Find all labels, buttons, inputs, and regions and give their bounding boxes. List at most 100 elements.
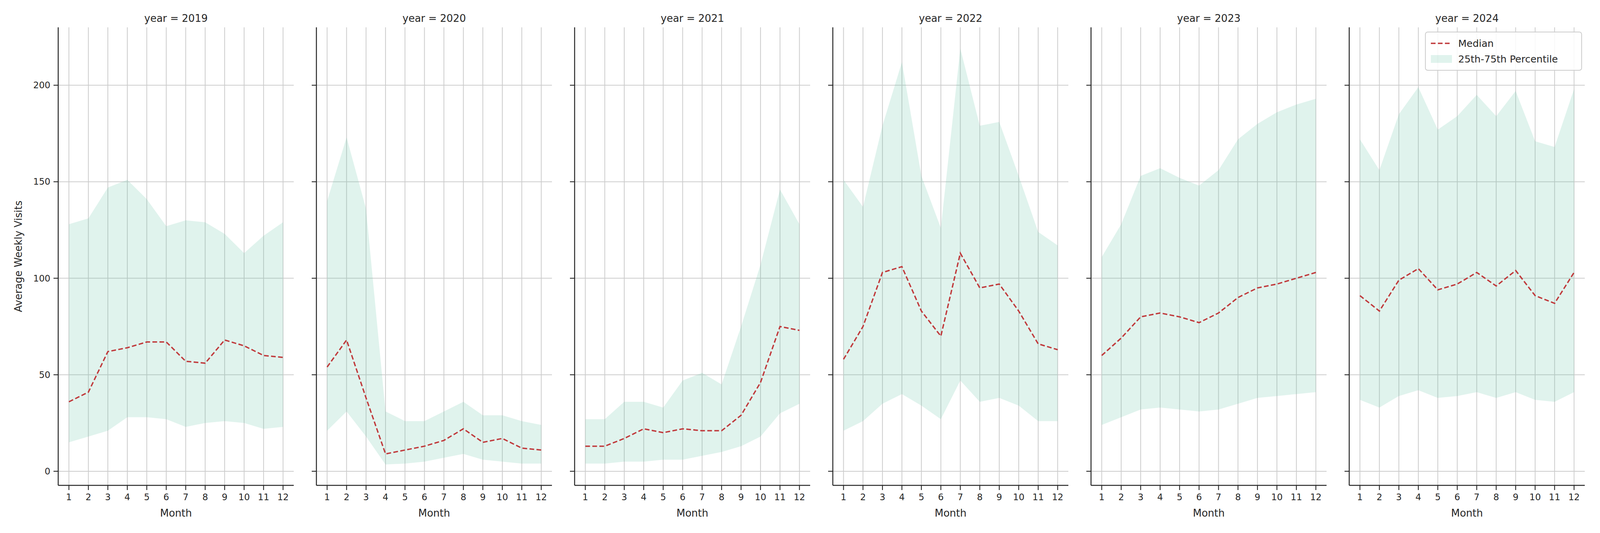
x-tick-label: 5 (1434, 492, 1441, 503)
x-tick-label: 12 (535, 492, 547, 503)
x-tick-label: 6 (1454, 492, 1461, 503)
x-tick-label: 5 (143, 492, 150, 503)
x-tick (1378, 485, 1380, 491)
x-tick (921, 485, 922, 491)
x-tick (146, 485, 148, 491)
median-line (68, 340, 283, 402)
percentile-band (1359, 87, 1574, 408)
x-tick-label: 8 (460, 492, 467, 503)
x-tick (1018, 485, 1020, 491)
panel-title: year = 2024 (1435, 12, 1499, 25)
y-tick (311, 471, 317, 472)
x-tick (779, 485, 781, 491)
x-tick (185, 485, 186, 491)
y-tick (53, 278, 59, 279)
x-tick (385, 485, 386, 491)
x-tick (1257, 485, 1258, 491)
legend-label: 25th-75th Percentile (1458, 53, 1558, 65)
median-line (843, 253, 1058, 360)
x-tick (1534, 485, 1536, 491)
x-tick (1237, 485, 1239, 491)
y-tick (1344, 181, 1350, 183)
panel: 123456789101112year = 2022Month (828, 12, 1069, 520)
grid-line (1091, 84, 1327, 86)
x-tick-label: 7 (441, 492, 447, 503)
x-tick (901, 485, 903, 491)
x-tick-label: 4 (641, 492, 647, 503)
x-tick (1179, 485, 1181, 491)
x-tick-label: 10 (238, 492, 250, 503)
x-tick-label: 12 (1310, 492, 1322, 503)
x-tick-label: 9 (221, 492, 228, 503)
x-axis-line (574, 485, 811, 487)
x-tick-label: 7 (957, 492, 964, 503)
x-tick-label: 2 (1118, 492, 1125, 503)
x-axis-label: Month (1451, 507, 1484, 520)
x-tick (68, 485, 70, 491)
x-tick (107, 485, 109, 491)
y-tick (569, 471, 575, 472)
x-tick (1495, 485, 1497, 491)
x-tick (423, 485, 425, 491)
x-tick-label: 3 (1396, 492, 1402, 503)
x-tick-label: 11 (1548, 492, 1561, 503)
panel-title: year = 2019 (144, 12, 208, 25)
x-tick-label: 6 (163, 492, 170, 503)
x-tick-label: 8 (1493, 492, 1500, 503)
y-tick (569, 374, 575, 376)
x-tick (701, 485, 703, 491)
x-tick (584, 485, 586, 491)
legend-swatch (1430, 42, 1452, 45)
y-tick (311, 374, 317, 376)
panel-title: year = 2023 (1176, 12, 1241, 25)
x-tick (998, 485, 1000, 491)
grid-line (1349, 84, 1585, 86)
x-tick (1140, 485, 1142, 491)
x-tick (1217, 485, 1219, 491)
x-tick (882, 485, 883, 491)
x-tick (604, 485, 606, 491)
y-tick (828, 471, 833, 472)
x-tick (1573, 485, 1575, 491)
x-tick (1417, 485, 1419, 491)
y-tick (1086, 278, 1092, 279)
x-tick-label: 11 (1290, 492, 1302, 503)
grid-line (1091, 471, 1327, 472)
x-tick-label: 7 (1473, 492, 1480, 503)
x-tick (1037, 485, 1039, 491)
percentile-band (68, 180, 283, 443)
x-tick-label: 3 (1137, 492, 1144, 503)
x-axis-label: Month (1192, 507, 1225, 520)
x-tick-label: 2 (1376, 492, 1383, 503)
x-tick-label: 1 (324, 492, 331, 503)
x-axis-label: Month (934, 507, 967, 520)
y-tick (53, 181, 59, 183)
x-tick-label: 2 (601, 492, 608, 503)
x-tick (1515, 485, 1517, 491)
x-tick (1456, 485, 1458, 491)
y-tick (1344, 374, 1350, 376)
x-tick (87, 485, 89, 491)
x-tick (662, 485, 664, 491)
x-axis-line (832, 485, 1069, 487)
x-tick-label: 4 (124, 492, 131, 503)
panel: 123456789101112050100150200year = 2019Mo… (12, 12, 294, 520)
x-tick-label: 6 (937, 492, 944, 503)
figure: 123456789101112050100150200year = 2019Mo… (0, 0, 1600, 533)
legend-label: Median (1458, 37, 1494, 50)
y-axis-line (574, 27, 576, 486)
x-tick (1198, 485, 1200, 491)
y-tick (828, 181, 833, 183)
x-tick-label: 9 (1512, 492, 1519, 503)
x-tick (282, 485, 284, 491)
x-tick (1159, 485, 1161, 491)
panel-title: year = 2022 (918, 12, 983, 25)
panel: 123456789101112year = 2021Month (569, 12, 811, 520)
x-tick-label: 8 (202, 492, 209, 503)
x-tick-label: 6 (679, 492, 686, 503)
x-tick (1315, 485, 1317, 491)
y-tick (53, 374, 59, 376)
x-tick-label: 1 (582, 492, 589, 503)
x-tick (1437, 485, 1439, 491)
plot-area (1359, 87, 1574, 408)
